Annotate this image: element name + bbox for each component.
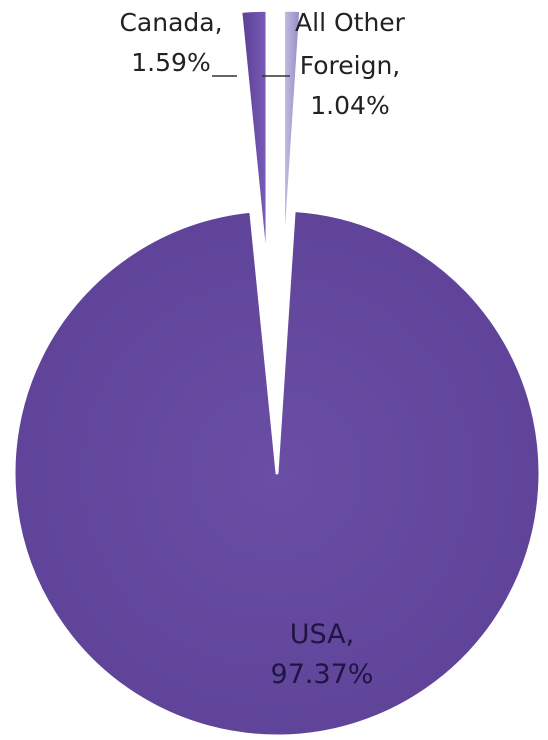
pie-slice-canada (239, 8, 269, 275)
data-label-other-value: 1.04% (310, 91, 389, 120)
pie-slice-usa (12, 209, 542, 738)
data-label-canada-value: 1.59% (131, 48, 210, 77)
data-label-usa-name: USA, (290, 619, 354, 650)
data-label-other-name-2: Foreign, (300, 51, 401, 80)
data-label-canada-name: Canada, (119, 8, 222, 37)
data-label-other-name-1: All Other (295, 8, 406, 37)
data-label-usa-value: 97.37% (271, 659, 374, 690)
